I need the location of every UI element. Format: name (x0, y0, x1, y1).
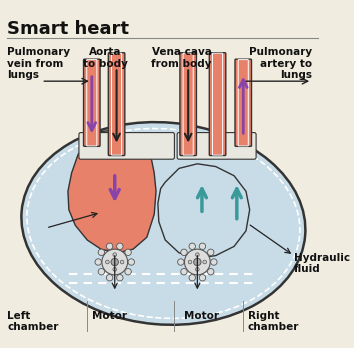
Circle shape (178, 259, 184, 265)
Text: Hydraulic
fluid: Hydraulic fluid (294, 253, 350, 275)
Circle shape (181, 249, 187, 255)
FancyBboxPatch shape (235, 59, 251, 147)
FancyBboxPatch shape (177, 133, 256, 159)
Circle shape (111, 258, 118, 266)
Circle shape (189, 275, 195, 281)
Ellipse shape (21, 122, 306, 325)
Circle shape (120, 260, 124, 264)
Circle shape (98, 249, 104, 255)
Circle shape (203, 260, 206, 264)
Circle shape (199, 243, 206, 250)
Circle shape (116, 275, 123, 281)
Circle shape (189, 243, 195, 250)
Circle shape (98, 269, 104, 275)
Text: Motor: Motor (92, 311, 127, 321)
FancyBboxPatch shape (180, 53, 196, 156)
Text: Smart heart: Smart heart (7, 20, 129, 38)
Text: Right
chamber: Right chamber (248, 311, 299, 332)
Circle shape (113, 268, 116, 271)
Circle shape (102, 249, 127, 275)
Circle shape (107, 243, 113, 250)
Text: Pulmonary
artery to
lungs: Pulmonary artery to lungs (249, 47, 312, 80)
Text: Vena cava
from body: Vena cava from body (152, 47, 212, 69)
Text: Left
chamber: Left chamber (7, 311, 59, 332)
Circle shape (125, 249, 131, 255)
Circle shape (95, 259, 102, 265)
Circle shape (195, 268, 199, 271)
Circle shape (107, 275, 113, 281)
Text: Pulmonary
vein from
lungs: Pulmonary vein from lungs (7, 47, 70, 80)
Circle shape (199, 275, 206, 281)
Circle shape (194, 258, 201, 266)
Circle shape (211, 259, 217, 265)
FancyBboxPatch shape (79, 133, 175, 159)
Polygon shape (158, 164, 250, 258)
Text: Aorta
to body: Aorta to body (83, 47, 128, 69)
Circle shape (125, 269, 131, 275)
Circle shape (128, 259, 135, 265)
Polygon shape (68, 130, 156, 253)
Circle shape (188, 260, 192, 264)
Circle shape (195, 253, 199, 256)
Circle shape (207, 269, 214, 275)
Circle shape (184, 249, 210, 275)
FancyBboxPatch shape (209, 53, 226, 156)
FancyBboxPatch shape (84, 59, 100, 147)
Circle shape (105, 260, 109, 264)
Circle shape (181, 269, 187, 275)
Text: Motor: Motor (184, 311, 218, 321)
Circle shape (113, 253, 116, 256)
FancyBboxPatch shape (108, 53, 125, 156)
Circle shape (207, 249, 214, 255)
Circle shape (116, 243, 123, 250)
